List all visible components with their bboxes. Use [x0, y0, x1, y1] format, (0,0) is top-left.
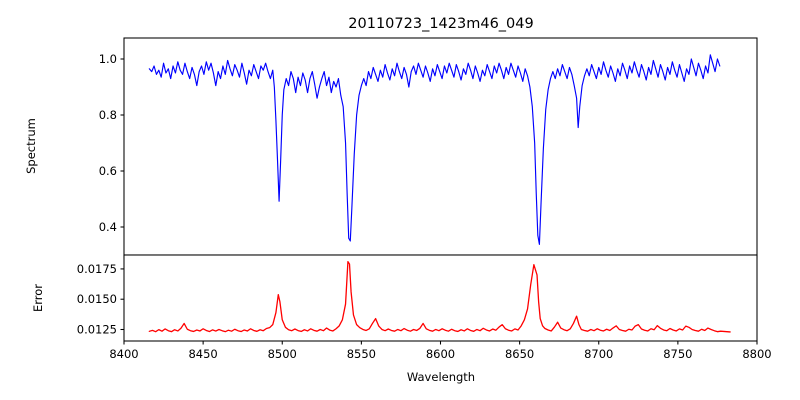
spectrum-y-tick-label: 0.6	[99, 164, 117, 178]
x-tick-label: 8750	[663, 347, 692, 361]
spectrum-data-line	[148, 54, 721, 245]
error-y-ticks: 0.0125 0.0150 0.0175	[77, 262, 124, 336]
spectrum-y-tick-label: 0.8	[99, 108, 117, 122]
x-tick-label: 8500	[268, 347, 297, 361]
x-tick-label: 8800	[742, 347, 771, 361]
error-data-line	[148, 261, 731, 333]
spectrum-y-ticks: 0.4 0.6 0.8 1.0	[99, 52, 124, 234]
figure-title: 20110723_1423m46_049	[348, 16, 533, 32]
spectrum-y-axis-label: Spectrum	[24, 118, 38, 174]
error-x-ticks: 8400 8450 8500 8550 8600 8650 8700 8750 8800	[109, 341, 772, 361]
x-tick-label: 8400	[109, 347, 138, 361]
x-tick-label: 8650	[505, 347, 534, 361]
x-tick-label: 8700	[584, 347, 613, 361]
x-tick-label: 8550	[347, 347, 376, 361]
error-plot-area	[124, 255, 757, 341]
error-y-axis-label: Error	[31, 284, 45, 312]
spectrum-y-tick-label: 1.0	[99, 52, 117, 66]
spectrum-y-tick-label: 0.4	[99, 220, 117, 234]
error-y-tick-label: 0.0125	[77, 322, 117, 336]
x-axis-label: Wavelength	[407, 370, 475, 384]
x-tick-label: 8450	[188, 347, 217, 361]
error-y-tick-label: 0.0175	[77, 262, 117, 276]
x-tick-label: 8600	[426, 347, 455, 361]
error-y-tick-label: 0.0150	[77, 292, 117, 306]
error-axes-frame	[123, 254, 758, 342]
spectrum-panel: 0.4 0.6 0.8 1.0 Spectrum	[24, 37, 758, 259]
